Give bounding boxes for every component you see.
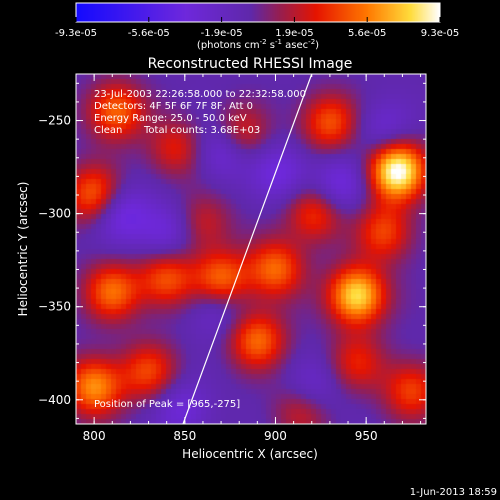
y-tick-label: −400 xyxy=(38,393,71,407)
colorbar-tick-label: -9.3e-05 xyxy=(55,28,97,39)
annotation-detectors: Detectors: 4F 5F 6F 7F 8F, Att 0 xyxy=(94,101,253,112)
colorbar-unit: (photons cm-2 s-1 asec-2) xyxy=(197,38,319,51)
annotation-method: Clean xyxy=(94,125,122,136)
chart-title: Reconstructed RHESSI Image xyxy=(148,56,353,72)
colorbar: -9.3e-05 -5.6e-05 -1.9e-05 1.9e-05 5.6e-05 9.… xyxy=(55,2,459,51)
colorbar-tick-label: -1.9e-05 xyxy=(201,28,243,39)
x-tick-label: 950 xyxy=(355,429,378,443)
colorbar-tick-label: -5.6e-05 xyxy=(128,28,170,39)
annotation-counts: Total counts: 3.68E+03 xyxy=(143,125,260,136)
annotation-block: 23-Jul-2003 22:26:58.000 to 22:32:58.000… xyxy=(94,89,306,410)
y-tick-label: −350 xyxy=(38,300,71,314)
colorbar-frame xyxy=(75,2,441,23)
annotation-peak: Position of Peak = [965,-275] xyxy=(94,399,240,410)
colorbar-gradient-container xyxy=(76,3,440,22)
y-axis-label: Heliocentric Y (arcsec) xyxy=(16,182,30,317)
x-tick-label: 850 xyxy=(173,429,196,443)
axis-ticks: 800 850 900 950 −250 −300 −350 −400 xyxy=(38,74,426,443)
x-axis-label: Heliocentric X (arcsec) xyxy=(182,447,318,461)
x-tick-label: 900 xyxy=(264,429,287,443)
plot-frame xyxy=(75,73,427,425)
colorbar-tick-label: 5.6e-05 xyxy=(348,28,386,39)
annotation-energy: Energy Range: 25.0 - 50.0 keV xyxy=(94,113,247,124)
heatmap-container xyxy=(76,74,426,424)
footer-timestamp: 1-Jun-2013 18:59 xyxy=(410,487,497,498)
colorbar-tick-label: 9.3e-05 xyxy=(421,28,459,39)
colorbar-tick-label: 1.9e-05 xyxy=(275,28,313,39)
solar-limb-line xyxy=(182,74,313,424)
annotation-time-range: 23-Jul-2003 22:26:58.000 to 22:32:58.000 xyxy=(94,89,306,100)
colorbar-ticks: -9.3e-05 -5.6e-05 -1.9e-05 1.9e-05 5.6e-05 9.… xyxy=(55,17,459,39)
x-tick-label: 800 xyxy=(83,429,106,443)
y-tick-label: −250 xyxy=(38,114,71,128)
y-tick-label: −300 xyxy=(38,207,71,221)
